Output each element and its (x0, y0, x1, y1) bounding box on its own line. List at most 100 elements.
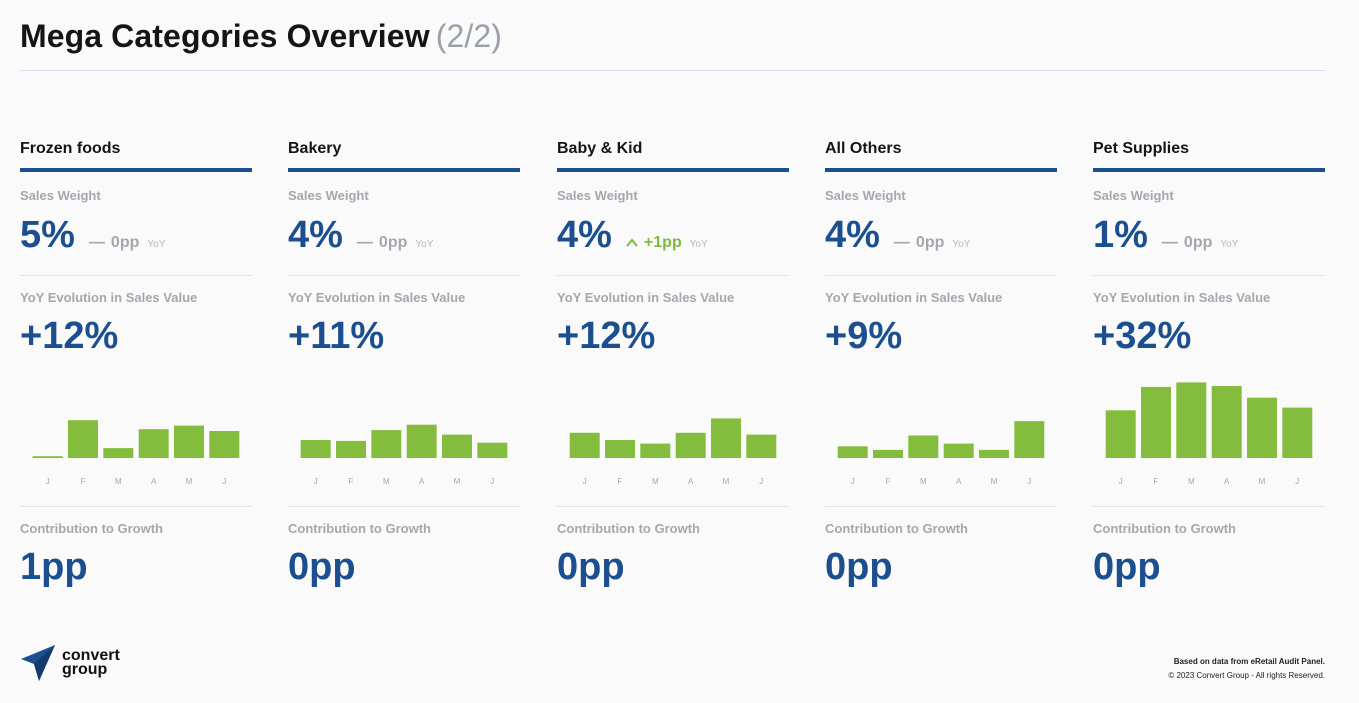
divider (825, 506, 1057, 507)
bar-3 (943, 443, 974, 458)
bar-3 (406, 424, 437, 458)
month-tick-label: F (886, 477, 891, 486)
bar-0 (300, 440, 331, 458)
page-title: Mega Categories Overview (2/2) (20, 18, 502, 55)
dash-icon: — (1161, 234, 1178, 251)
copyright-note: © 2023 Convert Group - All rights Reserv… (1168, 671, 1325, 680)
category-card-frozen-foods: Frozen foods Sales Weight 5% — 0pp YoY YoY… (20, 138, 252, 588)
month-tick-label: A (956, 477, 962, 486)
category-card-baby-kid: Baby & Kid Sales Weight 4% +1pp YoY YoY E… (557, 138, 789, 588)
bar-1 (1141, 386, 1171, 458)
month-tick-label: J (759, 477, 763, 486)
weight-delta: — 0pp YoY (894, 234, 970, 252)
yoy-evolution-value: +9% (825, 315, 903, 357)
chevron-up-icon (626, 234, 638, 252)
brand-name: convert group (62, 647, 120, 678)
sales-weight-label: Sales Weight (1093, 188, 1174, 203)
category-name: Bakery (288, 140, 342, 157)
sales-weight-row: 4% +1pp YoY (557, 214, 708, 257)
weight-delta-value: 0pp (915, 234, 945, 251)
month-tick-label: M (920, 477, 927, 486)
month-tick-label: J (1027, 477, 1031, 486)
bar-0 (32, 456, 63, 458)
divider (1093, 506, 1325, 507)
bar-2 (371, 430, 402, 458)
month-tick-label: J (851, 477, 855, 486)
month-tick-label: J (583, 477, 587, 486)
contribution-value: 0pp (825, 546, 893, 588)
category-name: Pet Supplies (1093, 140, 1190, 157)
weight-delta-value: 0pp (378, 234, 408, 251)
contribution-label: Contribution to Growth (288, 521, 431, 536)
brand-logo: convert group (20, 644, 120, 682)
contribution-value: 0pp (288, 546, 356, 588)
month-tick-label: M (723, 477, 730, 486)
bar-5 (477, 442, 508, 458)
contribution-label: Contribution to Growth (20, 521, 163, 536)
yoy-tag: YoY (689, 239, 708, 250)
contribution-value: 0pp (1093, 546, 1161, 588)
month-tick-label: M (383, 477, 390, 486)
bar-5 (209, 431, 240, 458)
category-underline (1093, 168, 1325, 172)
contribution-label: Contribution to Growth (1093, 521, 1236, 536)
sales-weight-label: Sales Weight (20, 188, 101, 203)
sales-weight-value: 5% (20, 214, 75, 256)
month-tick-label: M (186, 477, 193, 486)
bar-1 (336, 440, 366, 458)
divider (557, 275, 789, 276)
sales-weight-label: Sales Weight (825, 188, 906, 203)
contribution-value: 1pp (20, 546, 88, 588)
category-card-all-others: All Others Sales Weight 4% — 0pp YoY YoY E… (825, 138, 1057, 588)
bar-2 (640, 443, 671, 458)
footer-notes: Based on data from eRetail Audit Panel. … (1168, 655, 1325, 683)
yoy-evolution-label: YoY Evolution in Sales Value (288, 290, 466, 305)
category-name: All Others (825, 140, 902, 157)
month-tick-label: J (1119, 477, 1123, 486)
page-title-text: Mega Categories Overview (20, 18, 430, 54)
page-indicator: (2/2) (435, 18, 502, 54)
category-card-bakery: Bakery Sales Weight 4% — 0pp YoY YoY Evolu… (288, 138, 520, 588)
month-tick-label: M (454, 477, 461, 486)
category-name: Frozen foods (20, 140, 121, 157)
month-tick-label: M (115, 477, 122, 486)
bar-2 (908, 435, 939, 458)
weight-delta-value: 0pp (110, 234, 140, 251)
month-tick-label: A (151, 477, 157, 486)
divider (825, 275, 1057, 276)
sales-weight-row: 4% — 0pp YoY (825, 214, 970, 257)
weight-delta: — 0pp YoY (1162, 234, 1238, 252)
sales-weight-value: 1% (1093, 214, 1148, 256)
month-tick-label: F (1154, 477, 1159, 486)
bar-3 (138, 429, 169, 458)
yoy-evolution-value: +32% (1093, 315, 1192, 357)
yoy-evolution-label: YoY Evolution in Sales Value (20, 290, 198, 305)
contribution-value: 0pp (557, 546, 625, 588)
bar-5 (746, 434, 777, 458)
yoy-evolution-label: YoY Evolution in Sales Value (1093, 290, 1271, 305)
contribution-label: Contribution to Growth (557, 521, 700, 536)
month-tick-label: M (1259, 477, 1266, 486)
yoy-tag: YoY (1220, 239, 1239, 250)
month-tick-label: M (1188, 477, 1195, 486)
divider (288, 506, 520, 507)
yoy-evolution-label: YoY Evolution in Sales Value (825, 290, 1003, 305)
yoy-evolution-value: +11% (288, 315, 385, 357)
sales-weight-row: 1% — 0pp YoY (1093, 214, 1238, 257)
month-tick-label: A (1224, 477, 1230, 486)
month-tick-label: J (46, 477, 50, 486)
weight-delta: — 0pp YoY (357, 234, 433, 252)
bar-1 (873, 449, 903, 458)
sales-weight-row: 5% — 0pp YoY (20, 214, 165, 257)
brand-name-line1: convert (62, 647, 120, 664)
category-underline (825, 168, 1057, 172)
month-tick-label: J (314, 477, 318, 486)
bar-4 (979, 449, 1009, 458)
bar-5 (1282, 407, 1313, 458)
sales-weight-label: Sales Weight (557, 188, 638, 203)
bar-1 (605, 440, 635, 458)
month-tick-label: M (652, 477, 659, 486)
